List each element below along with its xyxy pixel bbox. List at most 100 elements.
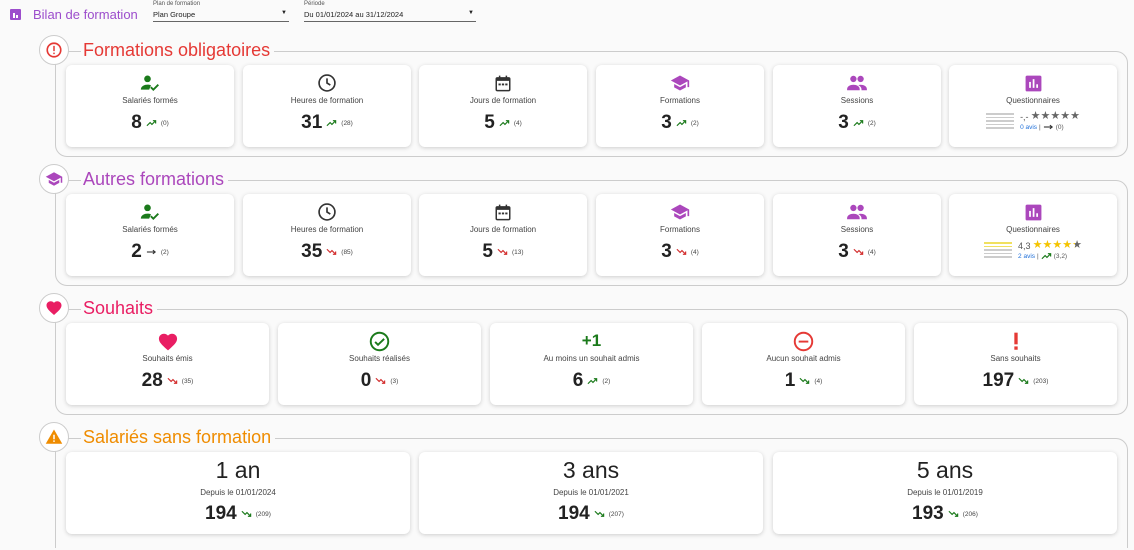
stat-value: 1 (784, 370, 796, 391)
stat-value: 3 (838, 112, 849, 133)
rating-score: 4,3 (1018, 240, 1031, 251)
period-title: 3 ans (562, 456, 620, 483)
calendar-icon (419, 72, 587, 94)
previous-value: (0) (1055, 123, 1064, 131)
stat-value-row: 194 (207) (419, 503, 763, 525)
stat-value: 3 (661, 112, 672, 133)
rating-bar (984, 252, 1013, 254)
stat-card[interactable]: Sans souhaits 197 (203) (914, 323, 1117, 405)
stat-card[interactable]: Jours de formation 5 (4) (419, 65, 587, 147)
stat-card[interactable]: Heures de formation 31 (28) (243, 65, 411, 147)
rating-summary: 4,3 ★ ★ ★ ★ ★ 2 avis | (3,2) (1018, 240, 1082, 260)
dropdown-arrow-icon: ▼ (468, 10, 474, 16)
rating-bar (986, 113, 1015, 115)
no-training-card[interactable]: 5 ans Depuis le 01/01/2019 193 (206) (773, 452, 1117, 534)
stat-card[interactable]: Aucun souhait admis 1 (4) (702, 323, 905, 405)
stat-label: Jours de formation (469, 225, 537, 234)
avis-link[interactable]: 0 avis (1020, 123, 1038, 131)
since-date: Depuis le 01/01/2021 (553, 488, 629, 497)
rating-score: -,- (1020, 111, 1029, 122)
since-date: Depuis le 01/01/2019 (907, 488, 983, 497)
previous-value: (4) (513, 119, 522, 127)
questionnaire-card[interactable]: Questionnaires -,- ★ ★ ★ ★ ★ 0 avis | (0) (949, 65, 1117, 147)
trending-up-icon (326, 119, 337, 127)
dropdown-arrow-icon: ▼ (281, 10, 287, 16)
bar-chart-icon (10, 9, 21, 20)
heart-icon (39, 293, 69, 323)
trending-down-icon (241, 510, 252, 518)
previous-value: (206) (962, 510, 978, 518)
avis-link[interactable]: 2 avis (1018, 252, 1036, 260)
previous-value: (3,2) (1053, 252, 1068, 260)
trending-up-icon (146, 119, 157, 127)
star-icon: ★ (1030, 110, 1041, 122)
stat-value: 5 (482, 241, 493, 262)
page-title: Bilan de formation (33, 7, 138, 22)
periode-select[interactable]: Période Du 01/01/2024 au 31/12/2024 ▼ (304, 1, 476, 22)
previous-value: (203) (1033, 377, 1049, 385)
calendar-icon (419, 201, 587, 223)
previous-value: (35) (181, 377, 194, 385)
alert-circle-icon (39, 35, 69, 65)
trending-up-icon (587, 377, 598, 385)
trending-down-icon (326, 248, 337, 256)
star-icon: ★ (1062, 239, 1073, 251)
no-training-card[interactable]: 3 ans Depuis le 01/01/2021 194 (207) (419, 452, 763, 534)
rating-bar (984, 256, 1013, 258)
stat-value: 0 (360, 370, 372, 391)
clock-icon (243, 201, 411, 223)
clock-icon (243, 72, 411, 94)
rating-bar (986, 123, 1015, 125)
previous-value: (0) (160, 119, 169, 127)
stat-card[interactable]: Jours de formation 5 (13) (419, 194, 587, 276)
stat-card[interactable]: Formations 3 (4) (596, 194, 764, 276)
rating-distribution (986, 111, 1015, 129)
stat-card[interactable]: +1 Au moins un souhait admis 6 (2) (490, 323, 693, 405)
star-icon: ★ (1070, 110, 1080, 122)
stat-label: Heures de formation (290, 96, 364, 105)
stat-value-row: 8 (0) (66, 112, 234, 134)
star-icon: ★ (1042, 239, 1053, 251)
separator: | (1039, 123, 1041, 131)
graduation-cap-icon (596, 72, 764, 94)
plan-select[interactable]: Plan de formation Plan Groupe ▼ (153, 1, 289, 22)
stat-label: Sans souhaits (990, 354, 1041, 363)
questionnaire-card[interactable]: Questionnaires 4,3 ★ ★ ★ ★ ★ 2 avis | (3,2) (949, 194, 1117, 276)
stat-card[interactable]: Sessions 3 (2) (773, 65, 941, 147)
stat-card[interactable]: Salariés formés 2 (2) (66, 194, 234, 276)
stat-card[interactable]: Formations 3 (2) (596, 65, 764, 147)
stat-label: Au moins un souhait admis (543, 354, 640, 363)
previous-value: (4) (814, 377, 823, 385)
trending-down-icon (497, 248, 508, 256)
separator: | (1037, 252, 1039, 260)
stat-value-row: 2 (2) (66, 241, 234, 263)
people-icon (773, 72, 941, 94)
plus-one-icon: +1 (490, 330, 693, 352)
stat-value-row: 5 (4) (419, 112, 587, 134)
star-icon: ★ (1052, 239, 1063, 251)
minus-circle-icon (702, 330, 905, 352)
section-title: Souhaits (81, 298, 158, 319)
stat-value: 5 (484, 112, 495, 133)
trending-down-icon (676, 248, 687, 256)
trending-down-icon (1018, 377, 1029, 385)
graduation-cap-icon (39, 164, 69, 194)
stat-card[interactable]: Sessions 3 (4) (773, 194, 941, 276)
stat-card[interactable]: Souhaits réalisés 0 (3) (278, 323, 481, 405)
stat-card[interactable]: Souhaits émis 28 (35) (66, 323, 269, 405)
stat-value-row: 3 (4) (773, 241, 941, 263)
no-training-card[interactable]: 1 an Depuis le 01/01/2024 194 (209) (66, 452, 410, 534)
stat-value: 35 (301, 241, 323, 262)
stat-value-row: 5 (13) (419, 241, 587, 263)
stat-card[interactable]: Heures de formation 35 (85) (243, 194, 411, 276)
warning-icon (39, 422, 69, 452)
rating-stars: 4,3 ★ ★ ★ ★ ★ (1018, 240, 1082, 251)
star-icon: ★ (1050, 110, 1061, 122)
previous-value: (4) (867, 248, 876, 256)
exclamation-icon (914, 330, 1117, 352)
people-icon (773, 201, 941, 223)
stat-value-row: 3 (4) (596, 241, 764, 263)
periode-select-label: Période (304, 1, 325, 7)
stat-card[interactable]: Salariés formés 8 (0) (66, 65, 234, 147)
stat-label: Jours de formation (469, 96, 537, 105)
